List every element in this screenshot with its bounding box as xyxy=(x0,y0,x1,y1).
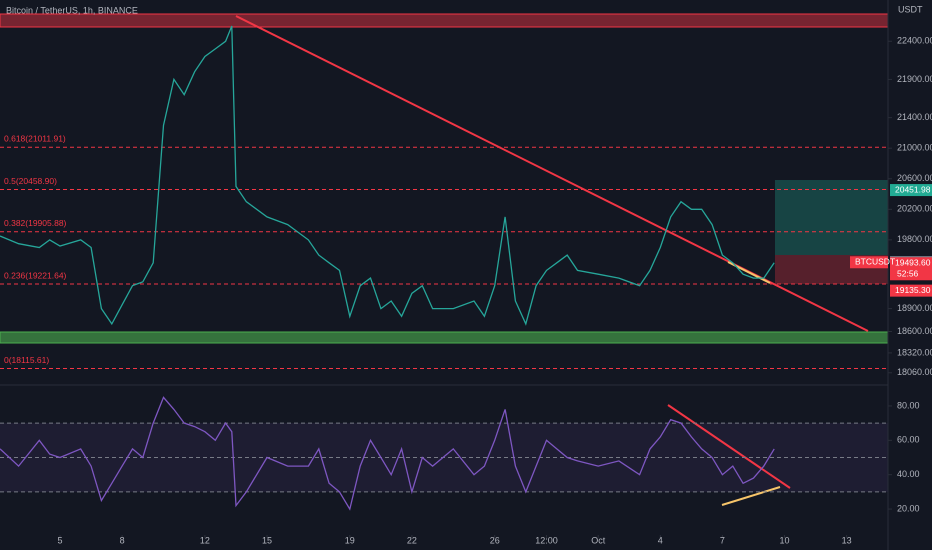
x-tick-label: Oct xyxy=(591,535,606,545)
y-tick-label: 21400.00 xyxy=(897,112,932,122)
x-tick-label: 8 xyxy=(120,535,125,545)
y-tick-label: 21900.00 xyxy=(897,74,932,84)
price-tag xyxy=(890,184,932,197)
price-tag xyxy=(890,284,932,297)
y-tick-label: 60.00 xyxy=(897,435,920,445)
x-tick-label: 13 xyxy=(842,535,852,545)
symbol-tag-box xyxy=(850,256,888,269)
y-tick-label: 20600.00 xyxy=(897,173,932,183)
currency: USDT xyxy=(898,4,923,14)
resistance-zone xyxy=(0,13,889,28)
x-tick-label: 7 xyxy=(720,535,725,545)
profit-zone xyxy=(775,180,888,255)
rsi-trend-line xyxy=(667,404,791,489)
fib-label: 0(18115.61) xyxy=(4,355,49,365)
chart-title: Bitcoin / TetherUS, 1h, BINANCE xyxy=(6,5,138,15)
y-tick-label: 18060.00 xyxy=(897,367,932,377)
y-tick-label: 20200.00 xyxy=(897,204,932,214)
price-tag-label: 19493.60 xyxy=(895,258,931,268)
series-line xyxy=(0,396,775,511)
fib-label: 0.236(19221.64) xyxy=(4,270,67,280)
x-tick-label: 22 xyxy=(407,535,417,545)
price-tag-label: 20451.98 xyxy=(895,184,931,194)
y-tick-label: 40.00 xyxy=(897,469,920,479)
x-tick-label: 4 xyxy=(658,535,663,545)
series-line xyxy=(0,25,775,326)
countdown: 52:56 xyxy=(897,269,919,279)
y-tick-label: 18900.00 xyxy=(897,303,932,313)
price-tag xyxy=(890,257,932,270)
y-tick-label: 18600.00 xyxy=(897,326,932,336)
rsi-divergence-line xyxy=(721,486,781,506)
x-tick-label: 10 xyxy=(779,535,789,545)
symbol-tag: BTCUSDT xyxy=(855,257,895,267)
price-tag-label: 19135.30 xyxy=(895,285,931,295)
y-tick-label: 20.00 xyxy=(897,503,920,513)
x-tick-label: 15 xyxy=(262,535,272,545)
x-tick-label: 19 xyxy=(345,535,355,545)
y-tick-label: 19800.00 xyxy=(897,234,932,244)
y-tick-label: 80.00 xyxy=(897,400,920,410)
y-tick-label: 18320.00 xyxy=(897,347,932,357)
x-tick-label: 12 xyxy=(200,535,210,545)
countdown-box xyxy=(890,268,932,281)
x-tick-label: 5 xyxy=(58,535,63,545)
fib-label: 0.382(19905.88) xyxy=(4,218,67,228)
y-tick-label: 22400.00 xyxy=(897,36,932,46)
x-tick-label: 12:00 xyxy=(535,535,558,545)
y-tick-label: 21000.00 xyxy=(897,143,932,153)
support-zone xyxy=(0,331,889,344)
fib-label: 0.618(21011.91) xyxy=(4,134,66,144)
fib-label: 0.5(20458.90) xyxy=(4,176,57,186)
x-tick-label: 26 xyxy=(490,535,500,545)
